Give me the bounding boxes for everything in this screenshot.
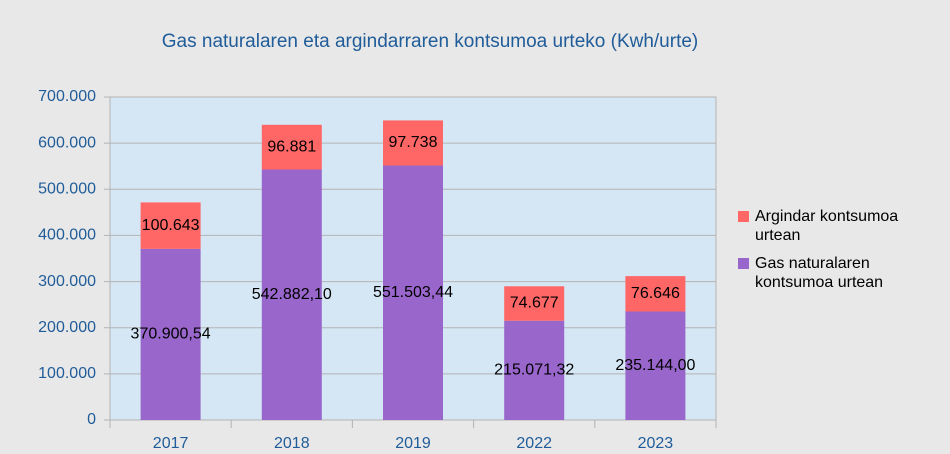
x-tick-label: 2023 (638, 435, 674, 452)
data-label: 76.646 (631, 285, 680, 302)
data-label: 542.882,10 (252, 286, 332, 303)
y-tick-label: 100.000 (38, 365, 96, 382)
y-tick-label: 700.000 (38, 88, 96, 105)
bar-segment (383, 165, 443, 420)
legend-swatch (738, 211, 749, 222)
y-tick-label: 500.000 (38, 181, 96, 198)
data-label: 215.071,32 (494, 362, 574, 379)
y-tick-label: 200.000 (38, 319, 96, 336)
bar-segment (383, 120, 443, 166)
y-tick-label: 0 (87, 411, 96, 428)
bar-segment (140, 202, 201, 249)
data-label: 97.738 (389, 134, 438, 151)
y-tick-label: 300.000 (38, 273, 96, 290)
legend-swatch (738, 258, 749, 269)
chart-title: Gas naturalaren eta argindarraren kontsu… (162, 31, 699, 52)
data-label: 74.677 (510, 295, 559, 312)
legend-label: Argindar kontsumoa urtean (755, 208, 899, 244)
bar-segment (261, 169, 322, 420)
bar-segment (625, 276, 686, 312)
y-tick-label: 400.000 (38, 227, 96, 244)
bar-segment (504, 286, 565, 321)
bar-segment (140, 248, 201, 420)
bar-segment (261, 124, 322, 170)
y-tick-label: 600.000 (38, 134, 96, 151)
x-tick-label: 2019 (395, 435, 431, 452)
legend-label: Gas naturalaren kontsumoa urtean (755, 255, 884, 291)
bar-segment (625, 311, 686, 420)
x-tick-label: 2018 (274, 435, 310, 452)
data-label: 100.643 (142, 217, 200, 234)
data-label: 370.900,54 (131, 326, 211, 343)
bar-segment (504, 320, 565, 420)
data-label: 551.503,44 (373, 284, 453, 301)
data-label: 235.144,00 (615, 357, 695, 374)
x-tick-label: 2017 (153, 435, 189, 452)
x-tick-label: 2022 (516, 435, 552, 452)
data-label: 96.881 (267, 138, 316, 155)
